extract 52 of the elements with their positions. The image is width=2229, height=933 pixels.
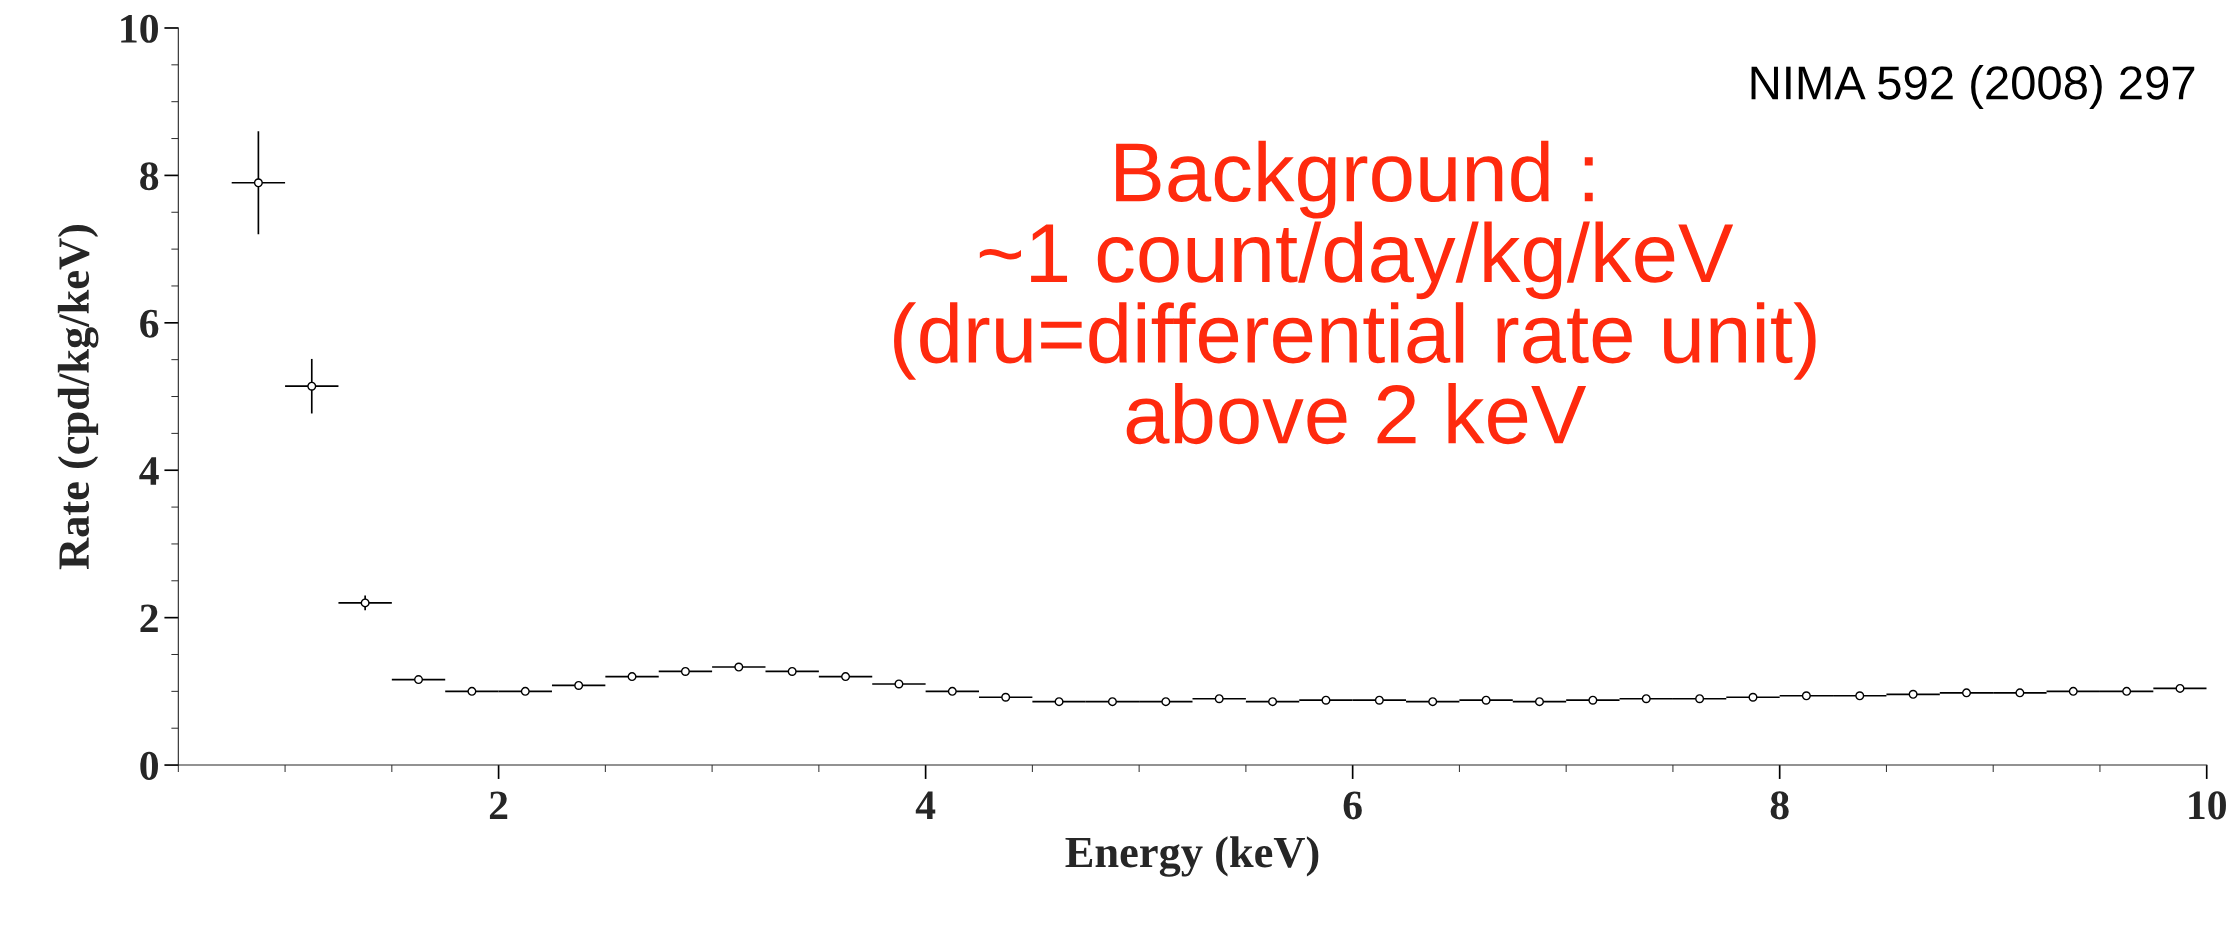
point [1748, 692, 1758, 702]
point [467, 686, 477, 696]
x-tick-label: 10 [2189, 791, 2226, 820]
point [1801, 691, 1811, 701]
x-axis-title: Energy (keV) [1065, 836, 1319, 877]
y-tick-label: 8 [140, 162, 159, 191]
point [1855, 691, 1865, 701]
point [2015, 688, 2025, 698]
point [1107, 697, 1117, 707]
point [2175, 683, 2185, 693]
y-tick-label: 6 [140, 309, 159, 338]
point [841, 672, 851, 682]
point [2068, 686, 2078, 696]
x-tick-label: 2 [489, 791, 508, 819]
point [1908, 689, 1918, 699]
point [253, 178, 263, 188]
point [1534, 697, 1544, 707]
y-axis-title: Rate (cpd/kg/keV) [57, 225, 99, 570]
y-tick-label: 4 [139, 457, 159, 485]
x-tick-label: 6 [1343, 791, 1362, 820]
y-tick-label: 2 [140, 604, 158, 633]
point [520, 686, 530, 696]
point [414, 675, 424, 685]
point [734, 662, 744, 672]
point [1374, 695, 1384, 705]
x-tick-label: 8 [1770, 791, 1789, 820]
point [787, 666, 797, 676]
point [894, 679, 904, 689]
point [360, 598, 370, 608]
point [1695, 694, 1705, 704]
point [1054, 697, 1064, 707]
y-tick-label: 10 [121, 14, 158, 43]
x-tick-label: 4 [915, 791, 936, 819]
point [1588, 695, 1598, 705]
point [947, 686, 957, 696]
point [1161, 697, 1171, 707]
point [1962, 688, 1971, 698]
annotation: Background : ~1 count/day/kg/keV (dru=differential rate unit) above 2 keV [894, 140, 1816, 445]
point [627, 672, 637, 682]
y-tick-label: 0 [140, 751, 158, 780]
point [2122, 686, 2132, 696]
point [307, 381, 317, 391]
point [1641, 694, 1651, 704]
point [1268, 697, 1278, 707]
point [1428, 697, 1438, 707]
point [1001, 692, 1011, 702]
point [1481, 695, 1491, 705]
point [1214, 694, 1224, 704]
point [680, 666, 690, 676]
point [1321, 695, 1331, 705]
point [574, 680, 584, 690]
annotation: NIMA 592 (2008) 297 [1751, 64, 2195, 109]
